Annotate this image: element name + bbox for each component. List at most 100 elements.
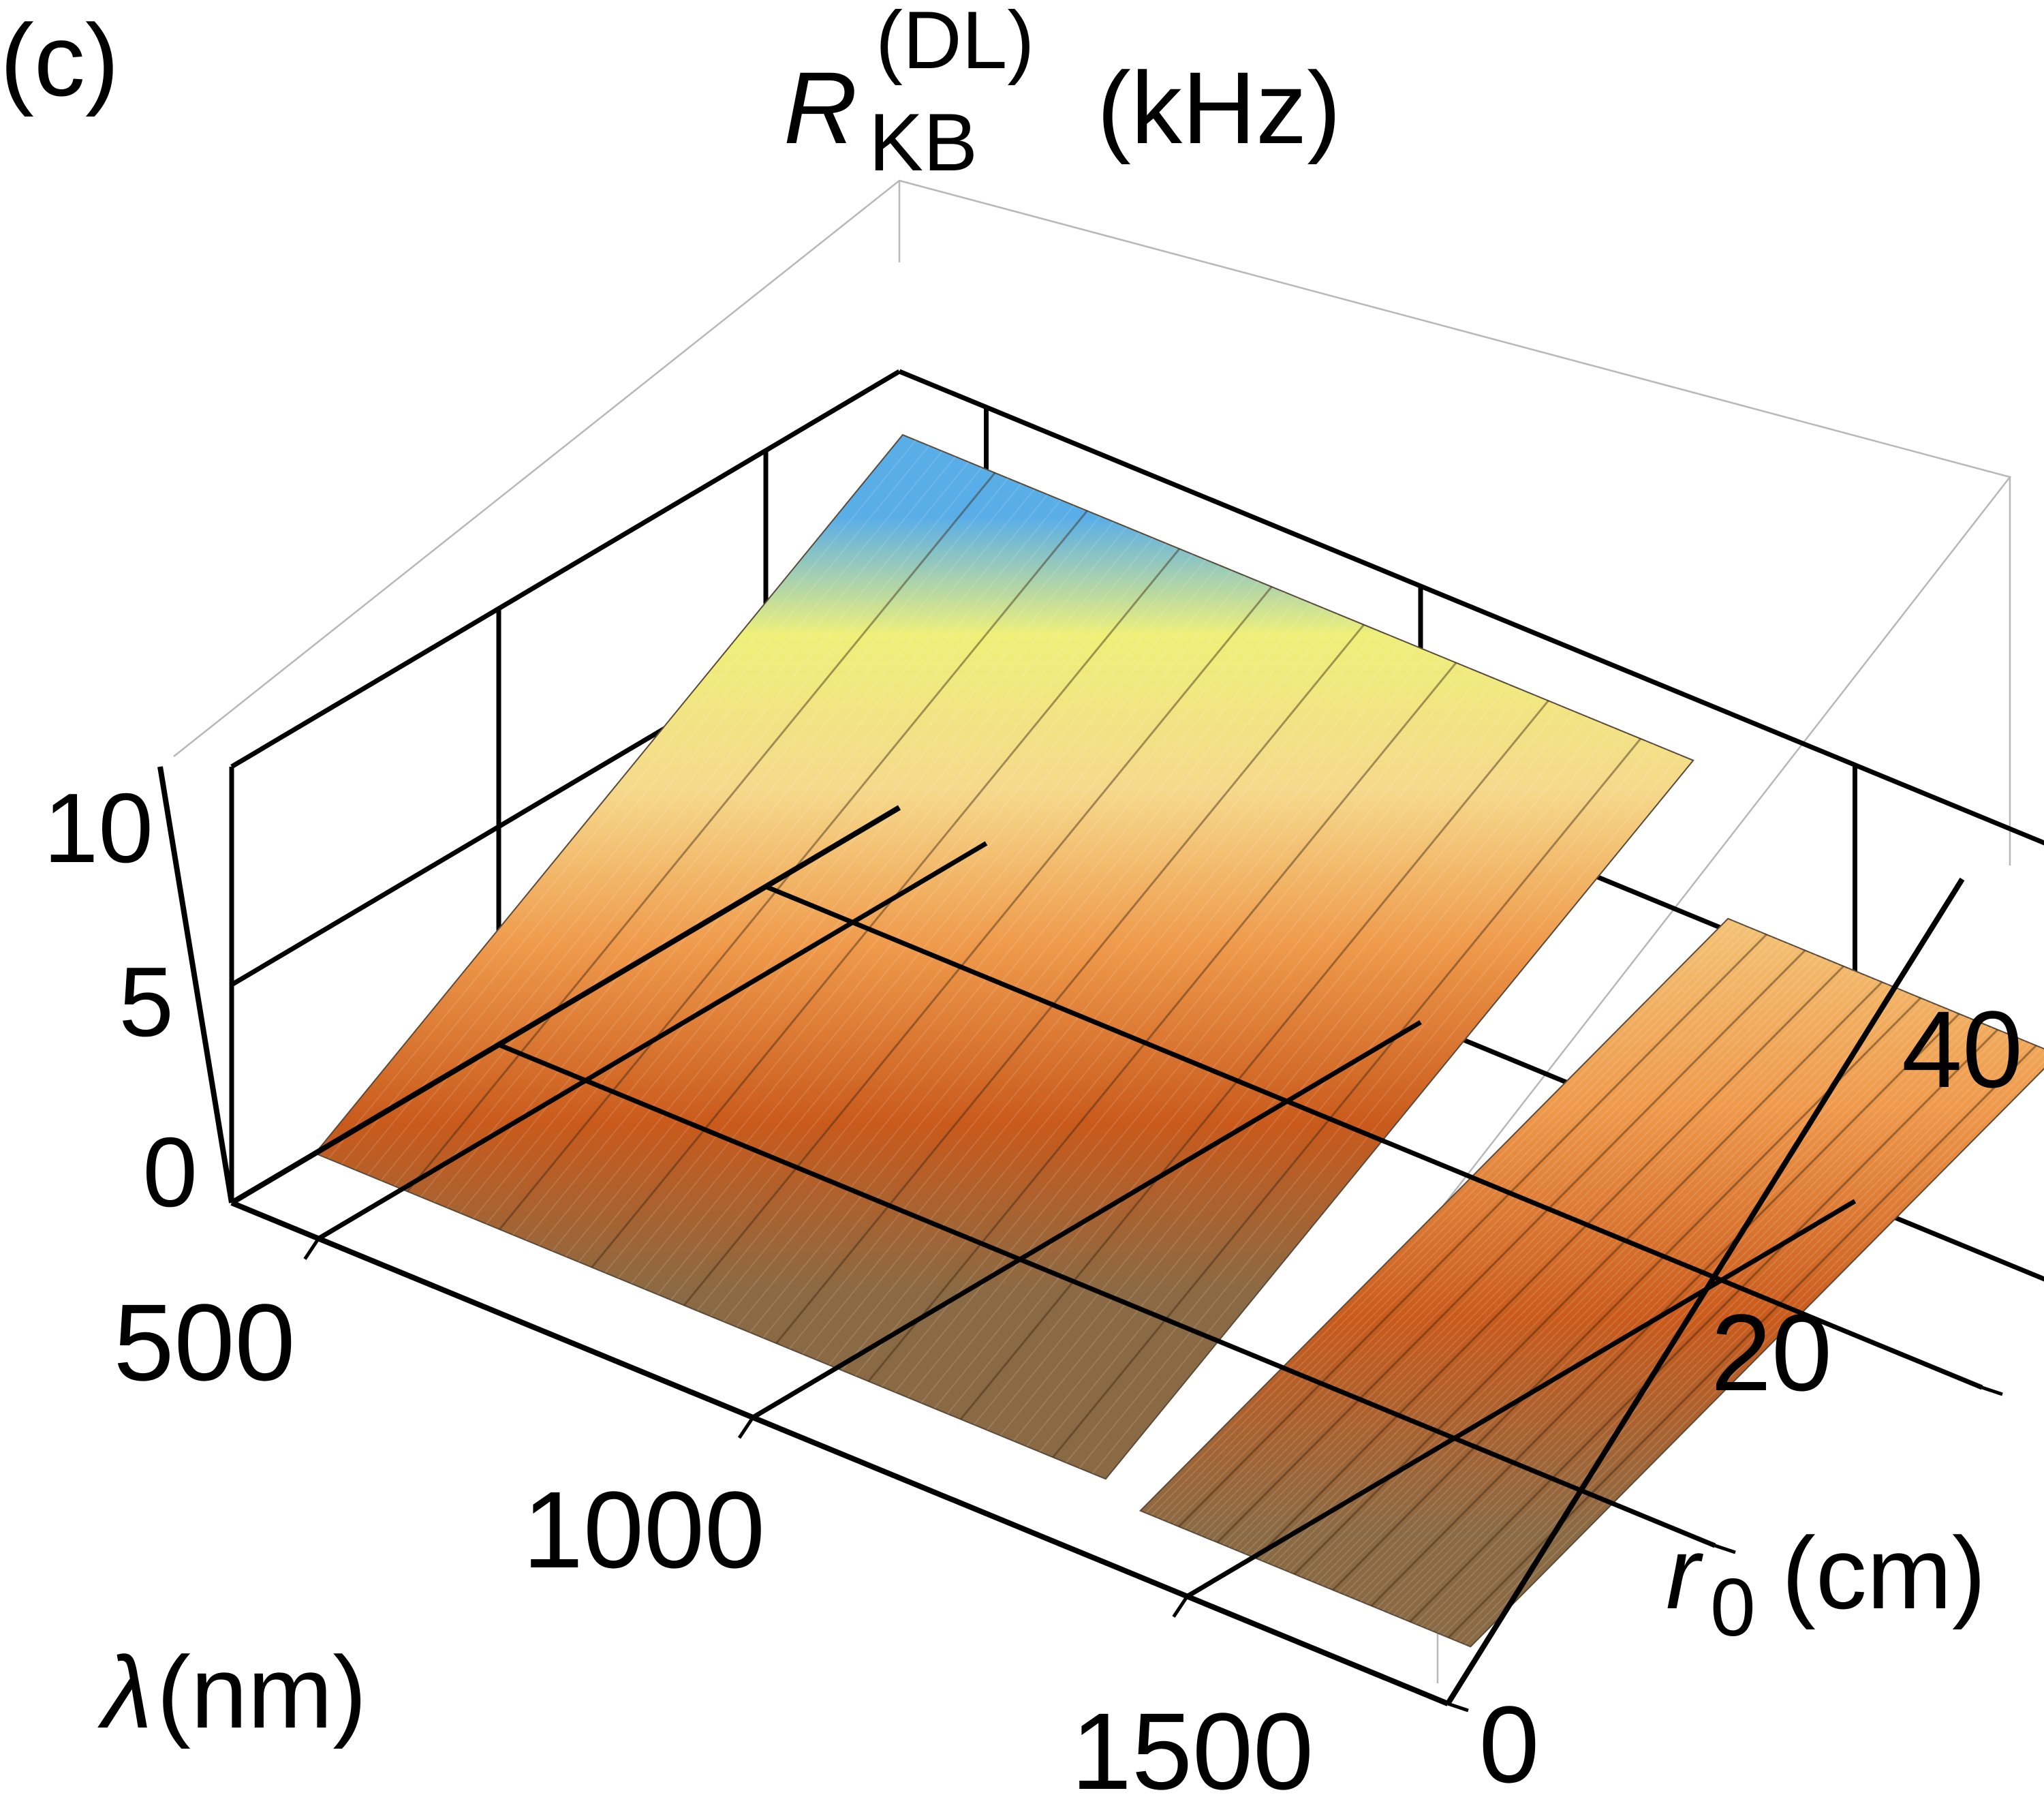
z-grid-back-10 <box>898 369 2044 846</box>
r0-axis-line <box>1445 877 1965 1706</box>
surface-streak <box>341 445 930 1165</box>
surface-streak <box>1026 727 1615 1447</box>
surface-streak <box>1360 1009 1949 1602</box>
surface-streak <box>1079 749 1668 1469</box>
surface-streak <box>565 537 1154 1257</box>
r0-tick-labels: 0 20 40 <box>1479 988 2023 1795</box>
surface-streak <box>512 515 1101 1236</box>
surface-streak <box>1151 922 1740 1516</box>
surface-streak <box>867 662 1457 1382</box>
surface-streak <box>828 645 1417 1366</box>
r0-tick-40: 40 <box>1902 988 2023 1110</box>
title-superscript: (DL) <box>876 0 1034 86</box>
z-tick-0: 0 <box>142 1117 198 1227</box>
surface-streak <box>433 483 1022 1203</box>
surface-streak <box>525 521 1115 1241</box>
surface-streak <box>604 553 1194 1274</box>
surface-streak <box>630 564 1220 1285</box>
r0-unit: (cm) <box>1782 1516 1986 1630</box>
surface-streak <box>1194 940 1784 1534</box>
surface-streak <box>841 651 1431 1371</box>
surface-streak <box>696 592 1286 1312</box>
r0-symbol: r <box>1666 1516 1703 1630</box>
surface-streak <box>1156 925 1746 1518</box>
surface-streak <box>723 602 1312 1322</box>
lambda-tick-500: 500 <box>114 1281 296 1403</box>
lambda-tick-1000: 1000 <box>523 1469 765 1591</box>
r0-grid-floor-20 <box>497 1042 1716 1548</box>
surface-streak <box>1216 949 1806 1544</box>
surface-streak <box>775 624 1365 1345</box>
lambda-tick-mark <box>303 1238 320 1260</box>
surface-streak <box>1228 954 1817 1548</box>
surface-streak <box>1183 936 1773 1530</box>
chart-title: R KB (DL) (kHz) <box>784 0 1341 192</box>
surface-streak <box>657 575 1246 1295</box>
surface-streak <box>459 493 1049 1214</box>
surface-streak <box>1459 1052 2044 1643</box>
surface-streak <box>1409 1028 1998 1623</box>
surface-streak <box>670 581 1259 1301</box>
surface-streak <box>815 640 1404 1360</box>
surface-streak <box>1266 970 1855 1564</box>
surface-streak <box>1354 1006 1943 1600</box>
surface-streak <box>1233 956 1823 1550</box>
surface-streak <box>1205 945 1795 1539</box>
surface-streak <box>920 684 1510 1404</box>
surface-streak <box>1321 992 1910 1586</box>
title-unit: (kHz) <box>1097 50 1341 165</box>
surface-streak <box>1260 968 1850 1561</box>
surface-streak <box>591 548 1181 1268</box>
surface-streak <box>1310 988 1900 1582</box>
lambda-tick-mark <box>1172 1595 1189 1618</box>
surface-streak <box>1348 1004 1938 1597</box>
surface-streak <box>1091 754 1681 1474</box>
surface-streak <box>907 678 1496 1398</box>
surface-streak <box>947 694 1536 1415</box>
surface-streak <box>1255 965 1844 1559</box>
surface-streak <box>1305 986 1894 1580</box>
z-axis-line <box>157 766 234 1203</box>
surface-streak <box>1447 1045 2037 1639</box>
surface-streak <box>472 499 1062 1219</box>
r0-tick-mark <box>1447 1702 1469 1713</box>
z-grid-left-10 <box>230 369 901 769</box>
surface-streak <box>1343 1002 1932 1595</box>
surface-streak <box>894 673 1483 1393</box>
axes <box>157 766 1965 1706</box>
lambda-axis-label: λ (nm) <box>97 1635 367 1749</box>
surface-streak <box>380 461 970 1181</box>
surface-streak <box>328 440 917 1160</box>
r0-grid-floor-40 <box>764 884 1983 1390</box>
surface-streak <box>1327 995 1916 1589</box>
tick-marks <box>303 1238 2003 1713</box>
back-floor-edge <box>230 805 901 1206</box>
r0-tick-20: 20 <box>1711 1291 1832 1413</box>
lambda-grid-floor-1500 <box>1186 1199 1857 1599</box>
lambda-tick-labels: 500 1000 1500 <box>114 1281 1314 1795</box>
surface-streak <box>446 489 1036 1208</box>
surface-streak <box>1239 959 1828 1552</box>
surface-streak <box>762 619 1352 1338</box>
surface-streak <box>1250 963 1839 1557</box>
surface-streak <box>617 559 1207 1279</box>
surface-streak <box>854 656 1444 1377</box>
surface-streak <box>1211 947 1800 1541</box>
surface-streak <box>788 630 1378 1349</box>
z-tick-10: 10 <box>44 773 153 883</box>
surface-streak <box>1404 1026 1993 1621</box>
surface-streak <box>1420 1033 2009 1627</box>
surface-streak <box>1189 938 1778 1532</box>
z-tick-labels: 10 5 0 <box>44 773 198 1227</box>
surface-streak <box>1387 1019 1977 1614</box>
surface-streak <box>933 689 1523 1409</box>
lambda-grid-floor-1000 <box>752 1019 1422 1420</box>
r0-tick-mark <box>1981 1385 2003 1396</box>
surface-streak <box>1039 733 1628 1453</box>
surface-streak <box>367 456 957 1176</box>
surface-streak <box>987 711 1575 1431</box>
surface-streak <box>1398 1024 1987 1618</box>
surface-streak <box>1316 990 1905 1584</box>
surface-streak <box>736 608 1325 1328</box>
